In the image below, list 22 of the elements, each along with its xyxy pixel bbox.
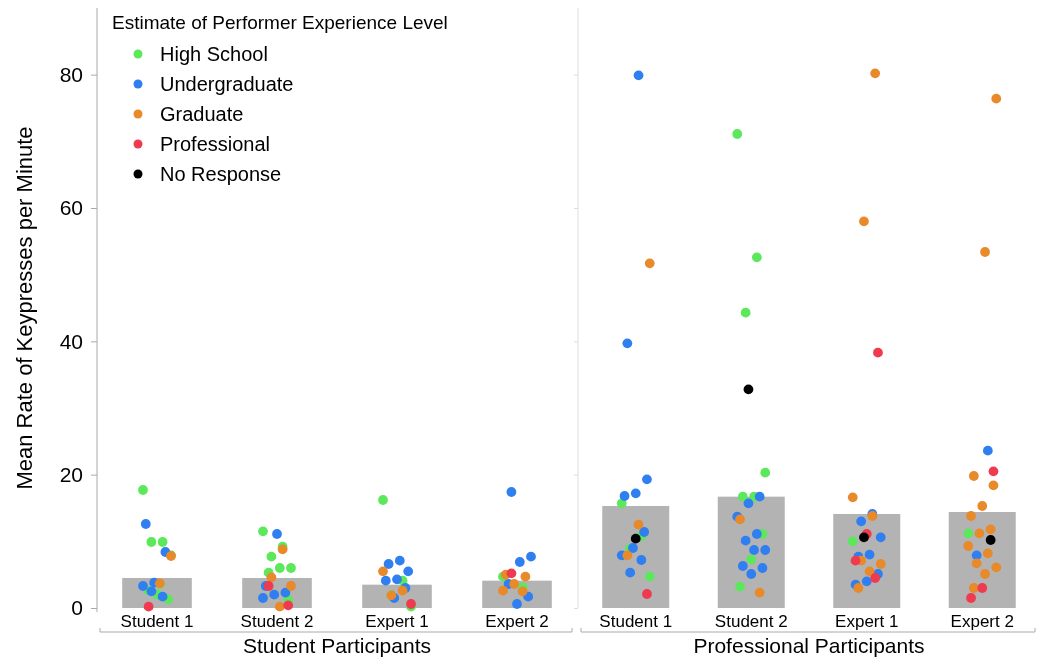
y-tick-label: 20 xyxy=(59,462,83,486)
x-tick-label: Student 2 xyxy=(714,612,788,631)
x-tick-label: Expert 1 xyxy=(835,612,899,631)
legend-label: Professional xyxy=(160,133,271,155)
x-tick-label: Student 1 xyxy=(599,612,673,631)
x-tick-label: Student 2 xyxy=(240,612,314,631)
x-tick-label: Expert 2 xyxy=(485,612,549,631)
legend-label: No Response xyxy=(160,163,282,185)
y-tick-label: 0 xyxy=(71,596,83,620)
x-tick-label: Student 1 xyxy=(120,612,194,631)
legend-label: Graduate xyxy=(160,103,244,125)
x-axis-title: Professional Participants xyxy=(693,634,925,657)
x-tick-label: Expert 2 xyxy=(950,612,1014,631)
x-axis-title: Student Participants xyxy=(243,634,431,657)
legend-title: Estimate of Performer Experience Level xyxy=(112,12,448,33)
x-tick-label: Expert 1 xyxy=(365,612,429,631)
legend-label: Undergraduate xyxy=(160,73,294,95)
y-tick-label: 80 xyxy=(59,62,83,86)
legend-label: High School xyxy=(160,43,268,65)
y-tick-label: 60 xyxy=(59,196,83,220)
y-axis-title: Mean Rate of Keypresses per Minute xyxy=(12,126,37,490)
y-tick-label: 40 xyxy=(59,329,83,353)
